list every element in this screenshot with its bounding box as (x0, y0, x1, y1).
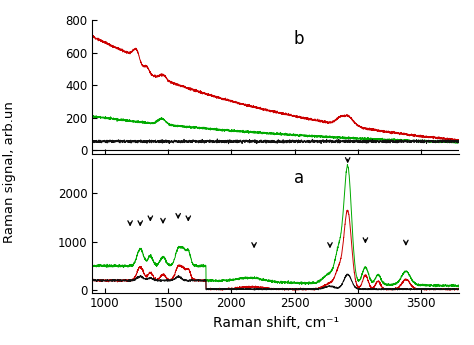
Text: a: a (294, 169, 304, 187)
Text: Raman signal, arb.un: Raman signal, arb.un (3, 101, 16, 244)
X-axis label: Raman shift, cm⁻¹: Raman shift, cm⁻¹ (212, 316, 338, 330)
Text: b: b (294, 30, 304, 48)
